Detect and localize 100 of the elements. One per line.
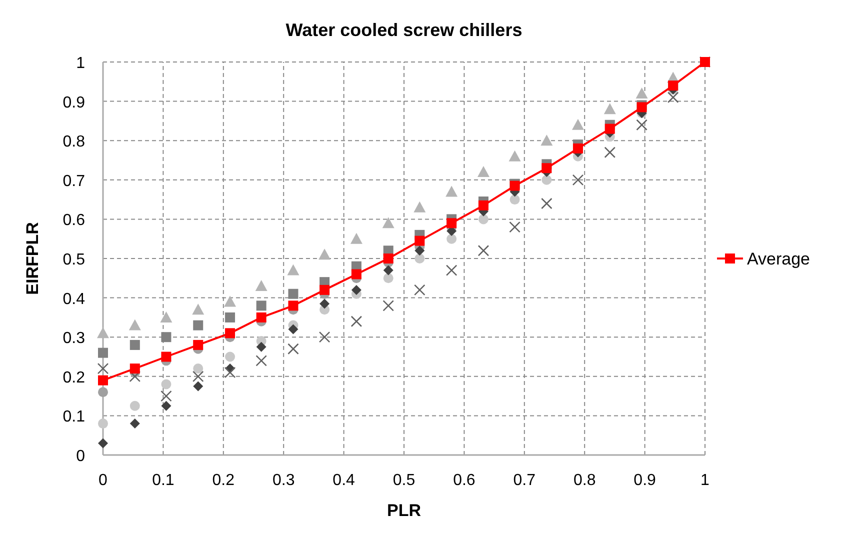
point (478, 244, 490, 256)
point (572, 174, 584, 186)
point (256, 342, 266, 352)
point (129, 370, 141, 382)
point (224, 296, 236, 307)
y-axis-title: EIRFPLR (23, 222, 42, 295)
y-tick-label: 0 (76, 448, 86, 465)
point (320, 284, 330, 295)
point (446, 234, 457, 244)
point (414, 254, 425, 264)
point (193, 320, 204, 330)
point (98, 348, 108, 358)
x-tick-label: 0 (98, 472, 108, 489)
point (414, 284, 426, 296)
point (256, 312, 266, 322)
point (541, 198, 552, 210)
point (572, 118, 584, 130)
point (318, 331, 330, 343)
point (636, 87, 648, 98)
point (636, 119, 648, 131)
point (478, 214, 488, 224)
point (667, 92, 679, 104)
point (193, 364, 204, 374)
y-tick-label: 0.7 (62, 172, 86, 190)
point (350, 316, 362, 328)
legend-label: Average (747, 250, 810, 268)
point (509, 221, 520, 233)
point (130, 364, 140, 374)
point (97, 327, 109, 338)
y-tick-label: 0.1 (62, 408, 86, 426)
x-tick-label: 0.4 (332, 472, 356, 489)
y-tick-label: 0.9 (62, 94, 86, 112)
point (287, 264, 300, 276)
point (288, 343, 299, 355)
point (192, 304, 204, 315)
x-tick-label: 0.2 (212, 472, 235, 489)
point (98, 438, 108, 448)
point (508, 150, 521, 162)
point (351, 269, 362, 280)
point (288, 324, 298, 334)
point (382, 300, 394, 312)
point (193, 381, 204, 392)
point (160, 390, 172, 402)
point (446, 218, 457, 228)
point (161, 352, 172, 362)
point (98, 387, 108, 398)
x-tick-label: 0.1 (152, 472, 174, 489)
point (542, 163, 552, 174)
point (604, 124, 615, 134)
point (161, 332, 172, 342)
point (604, 103, 616, 114)
y-tick-label: 0.8 (62, 134, 86, 151)
x-tick-label: 0.9 (634, 472, 656, 489)
point (130, 418, 140, 429)
point (383, 273, 394, 284)
point (446, 186, 458, 197)
point (160, 311, 172, 322)
point (383, 254, 394, 264)
x-tick-label: 0.3 (272, 472, 295, 489)
point (288, 288, 298, 299)
x-axis-title: PLR (387, 501, 421, 520)
x-tick-label: 0.6 (453, 472, 476, 489)
point (192, 370, 204, 382)
y-tick-label: 1 (76, 55, 86, 72)
x-tick-label: 0.5 (392, 472, 416, 489)
point (414, 236, 425, 246)
point (414, 246, 425, 256)
point (130, 400, 140, 411)
point (540, 134, 553, 146)
point (383, 265, 394, 276)
y-tick-label: 0.4 (62, 290, 86, 308)
point (256, 355, 267, 366)
point (477, 166, 490, 178)
point (604, 146, 616, 158)
point (225, 312, 236, 322)
chart-title: Water cooled screw chillers (286, 20, 522, 40)
point (318, 248, 331, 260)
point (572, 143, 583, 154)
point (351, 284, 362, 295)
point (446, 264, 458, 276)
y-tick-label: 0.2 (62, 369, 86, 386)
y-tick-label: 0.5 (62, 252, 86, 268)
point (510, 194, 520, 205)
point (478, 200, 488, 210)
point (542, 174, 552, 185)
point (382, 217, 394, 228)
point (256, 300, 266, 311)
y-tick-label: 0.6 (62, 212, 86, 230)
y-tick-label: 0.3 (62, 330, 86, 348)
point (130, 340, 140, 350)
point (288, 300, 298, 311)
point (225, 328, 236, 338)
point (193, 340, 204, 350)
point (414, 201, 426, 212)
point (128, 319, 141, 330)
point (224, 366, 236, 378)
point (255, 280, 268, 292)
x-tick-label: 1 (700, 472, 710, 489)
x-tick-label: 0.7 (513, 472, 536, 489)
point (161, 379, 172, 390)
